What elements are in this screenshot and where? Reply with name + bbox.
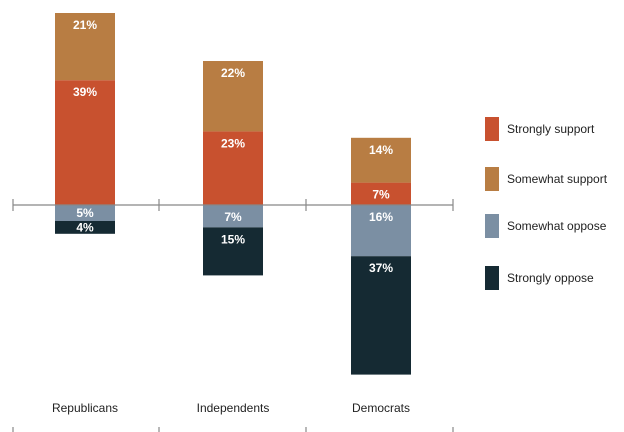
legend-label-somewhat-oppose: Somewhat oppose	[507, 219, 607, 233]
bar-democrats-somewhat-support	[351, 137, 411, 183]
bar-independents-strongly-support	[203, 131, 263, 205]
bar-democrats-strongly-oppose	[351, 256, 411, 375]
bar-republicans-somewhat-oppose	[55, 205, 115, 221]
data-label-republicans-strongly-support: 39%	[73, 85, 97, 99]
legend: Strongly support Somewhat support Somewhat…	[485, 117, 608, 290]
category-label-democrats: Democrats	[352, 401, 410, 415]
data-label-republicans-somewhat-support: 21%	[73, 18, 97, 32]
legend-swatch-somewhat-oppose	[485, 214, 499, 238]
axis-group	[12, 199, 454, 432]
data-label-democrats-somewhat-support: 14%	[369, 143, 393, 157]
bar-labels-group: 39% 21% 5%4% 23% 22% 7% 15% 7% 14% 16% 37%	[73, 18, 393, 275]
bar-democrats-somewhat-oppose	[351, 205, 411, 257]
legend-label-strongly-oppose: Strongly oppose	[507, 271, 594, 285]
bar-independents-somewhat-oppose	[203, 205, 263, 228]
data-label-democrats-somewhat-oppose: 16%	[369, 210, 393, 224]
category-labels-group: Republicans Independents Democrats	[52, 401, 410, 415]
bar-republicans-strongly-support	[55, 80, 115, 205]
bar-independents-somewhat-support	[203, 61, 263, 132]
data-label-independents-strongly-oppose: 15%	[221, 232, 245, 246]
data-label-republicans-somewhat-oppose: 5%	[76, 206, 94, 220]
legend-label-somewhat-support: Somewhat support	[507, 172, 608, 186]
data-label-democrats-strongly-oppose: 37%	[369, 261, 393, 275]
legend-swatch-somewhat-support	[485, 167, 499, 191]
data-label-democrats-strongly-support: 7%	[372, 188, 390, 202]
data-label-independents-somewhat-support: 22%	[221, 66, 245, 80]
bar-democrats-strongly-support	[351, 182, 411, 205]
data-label-republicans-strongly-oppose: 4%	[76, 220, 94, 234]
legend-label-strongly-support: Strongly support	[507, 122, 595, 136]
bar-republicans-somewhat-support	[55, 13, 115, 81]
data-label-independents-strongly-support: 23%	[221, 136, 245, 150]
bar-republicans-strongly-oppose	[55, 221, 115, 234]
data-label-independents-somewhat-oppose: 7%	[224, 210, 242, 224]
legend-swatch-strongly-support	[485, 117, 499, 141]
legend-swatch-strongly-oppose	[485, 266, 499, 290]
category-label-republicans: Republicans	[52, 401, 118, 415]
bar-independents-strongly-oppose	[203, 227, 263, 276]
bars-group	[55, 13, 411, 375]
category-label-independents: Independents	[197, 401, 270, 415]
